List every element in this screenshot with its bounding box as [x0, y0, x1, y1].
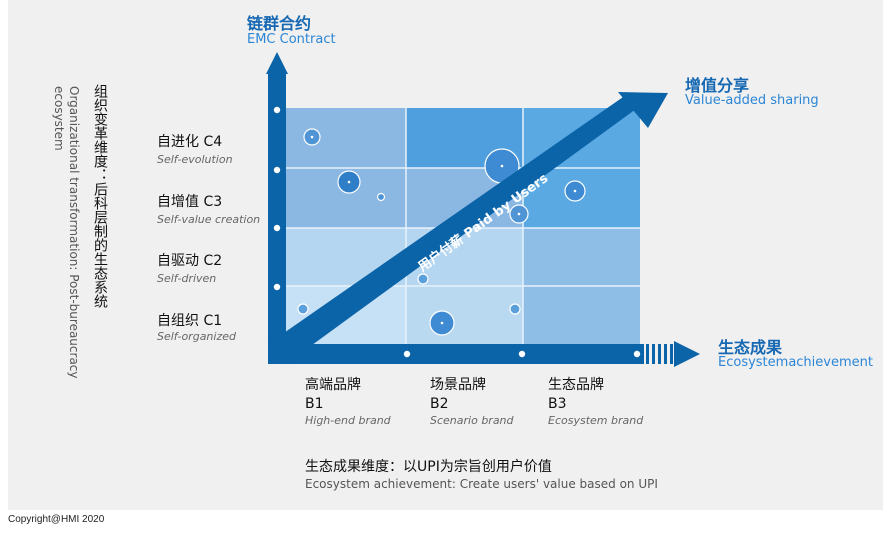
x-dimension-title: 生态成果维度：以UPI为宗旨创用户价值 — [305, 459, 552, 475]
brand-label: 生态品牌 — [548, 377, 604, 393]
level-sublabel: Self-evolution — [157, 153, 233, 166]
top-axis-subtitle: EMC Contract — [247, 32, 336, 47]
bubble — [297, 303, 309, 315]
diagonal-axis-subtitle: Value-added sharing — [685, 93, 819, 108]
brand-code: B3 — [548, 396, 567, 412]
bubble-highlights — [310, 135, 577, 325]
x-axis — [268, 341, 700, 367]
level-sublabel: Self-driven — [157, 272, 217, 285]
bubble — [417, 273, 429, 285]
diagonal-axis-title: 增值分享 — [685, 76, 750, 95]
cell-c1-b2 — [406, 286, 523, 344]
brand-sublabel: High-end brand — [305, 414, 391, 427]
x-dimension-subtitle: Ecosystem achievement: Create users' val… — [305, 477, 658, 491]
brand-code: B2 — [430, 396, 449, 412]
copyright-text: Copyright@HMI 2020 — [8, 514, 105, 525]
top-axis-title: 链群合约 — [247, 14, 312, 33]
grid-lines — [286, 108, 640, 344]
bubble — [376, 192, 386, 202]
brand-code: B1 — [305, 396, 324, 412]
level-sublabel: Self-organized — [157, 330, 236, 343]
bubble — [509, 303, 521, 315]
brand-sublabel: Scenario brand — [430, 414, 514, 427]
y-axis — [266, 52, 288, 364]
level-label: 自进化 C4 — [157, 134, 223, 150]
level-label: 自增值 C3 — [157, 194, 223, 210]
brand-label: 场景品牌 — [430, 377, 486, 393]
right-axis-subtitle: Ecosystemachievement — [718, 355, 873, 370]
brand-label: 高端品牌 — [305, 377, 361, 393]
brand-sublabel: Ecosystem brand — [548, 414, 644, 427]
level-label: 自组织 C1 — [157, 313, 223, 329]
level-label: 自驱动 C2 — [157, 253, 223, 269]
y-dimension-title: 组织变革维度：后科层制的生态系统 — [92, 84, 108, 308]
cell-c1-b3 — [523, 286, 640, 344]
diagonal-arrow — [268, 92, 668, 364]
level-sublabel: Self-value creation — [157, 213, 261, 226]
cell-c2-b3 — [523, 228, 640, 286]
right-axis-title: 生态成果 — [718, 338, 783, 357]
y-dimension-subtitle: Organizational transformation: Post-bure… — [52, 86, 81, 379]
